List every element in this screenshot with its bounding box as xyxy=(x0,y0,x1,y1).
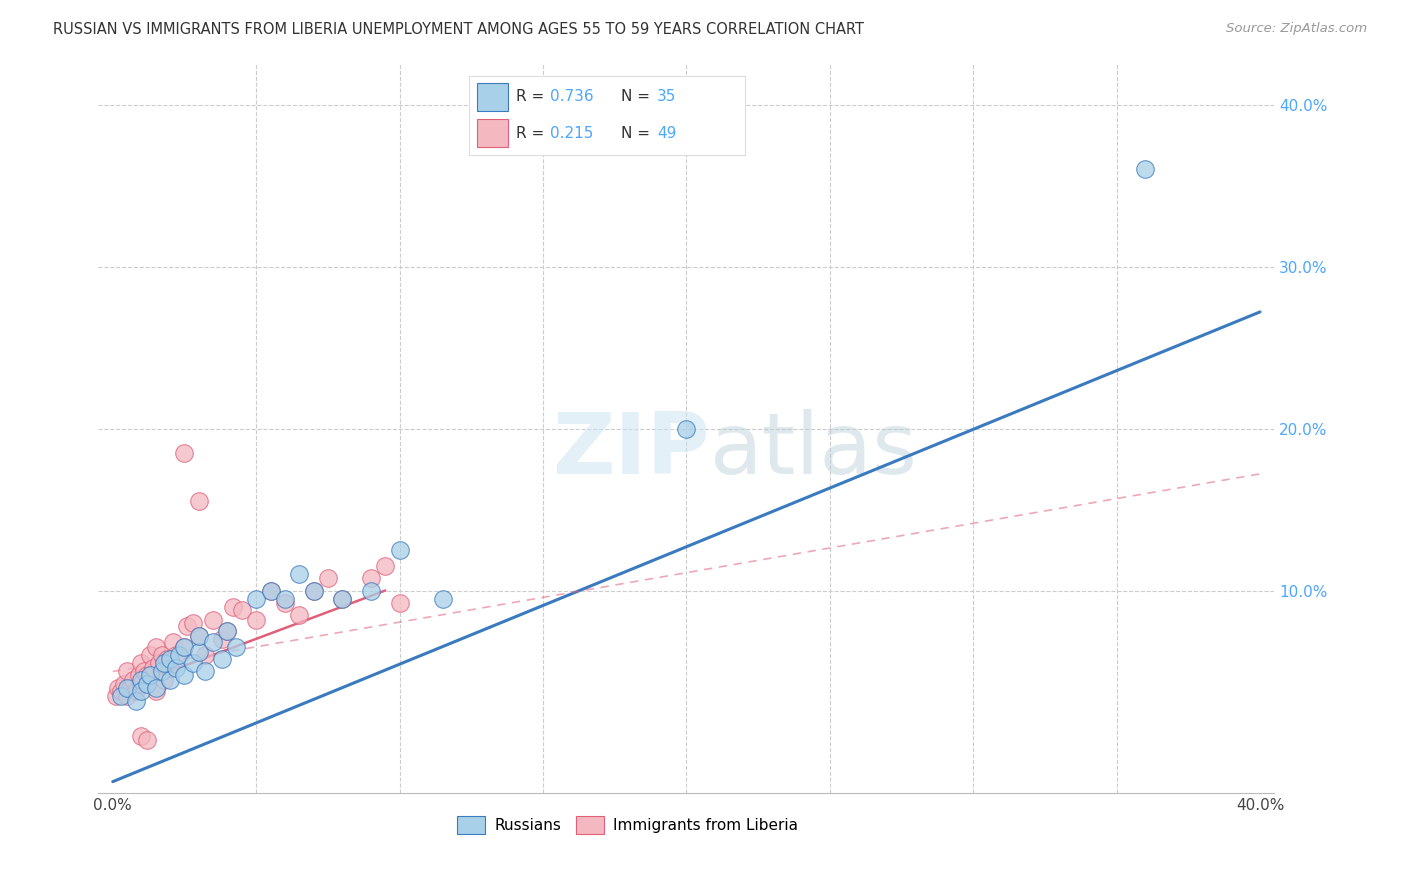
Point xyxy=(131,673,153,687)
Point xyxy=(193,665,215,679)
Point xyxy=(162,635,184,649)
Point xyxy=(142,661,165,675)
Text: atlas: atlas xyxy=(710,409,918,491)
Point xyxy=(148,657,170,671)
Point xyxy=(145,684,167,698)
Point xyxy=(131,684,153,698)
Point xyxy=(259,583,281,598)
Point xyxy=(330,591,353,606)
Point xyxy=(139,667,162,681)
Point xyxy=(173,640,195,655)
Point xyxy=(167,648,190,663)
Point xyxy=(1135,162,1157,177)
Point xyxy=(187,629,209,643)
Point xyxy=(181,657,204,671)
Point xyxy=(115,681,138,695)
Point xyxy=(134,665,156,679)
Point xyxy=(173,667,195,681)
Point xyxy=(121,673,143,687)
Point xyxy=(153,657,176,671)
Point xyxy=(302,583,325,598)
Point xyxy=(187,645,209,659)
Text: RUSSIAN VS IMMIGRANTS FROM LIBERIA UNEMPLOYMENT AMONG AGES 55 TO 59 YEARS CORREL: RUSSIAN VS IMMIGRANTS FROM LIBERIA UNEMP… xyxy=(53,22,865,37)
Point xyxy=(107,681,129,695)
Point xyxy=(231,603,253,617)
Point xyxy=(153,673,176,687)
Point xyxy=(131,677,153,691)
Point xyxy=(374,559,396,574)
Point xyxy=(118,681,141,695)
Point xyxy=(145,681,167,695)
Point xyxy=(112,677,135,691)
Point xyxy=(360,583,382,598)
Point xyxy=(202,613,225,627)
Point xyxy=(274,591,297,606)
Point xyxy=(288,567,311,582)
Point xyxy=(288,607,311,622)
Point xyxy=(150,648,173,663)
Point xyxy=(211,651,233,665)
Point xyxy=(125,693,148,707)
Point xyxy=(115,689,138,703)
Point xyxy=(156,651,179,665)
Point xyxy=(225,640,247,655)
Point xyxy=(159,661,181,675)
Point xyxy=(245,613,267,627)
Point xyxy=(139,648,162,663)
Point xyxy=(193,648,215,663)
Point xyxy=(187,494,209,508)
Point xyxy=(145,640,167,655)
Point xyxy=(330,591,353,606)
Point xyxy=(302,583,325,598)
Point xyxy=(217,624,239,638)
Point xyxy=(128,667,150,681)
Point xyxy=(110,689,132,703)
Legend: Russians, Immigrants from Liberia: Russians, Immigrants from Liberia xyxy=(451,810,804,840)
Text: ZIP: ZIP xyxy=(553,409,710,491)
Point xyxy=(104,689,127,703)
Point xyxy=(432,591,454,606)
Point xyxy=(245,591,267,606)
Point xyxy=(360,570,382,584)
Point xyxy=(110,684,132,698)
Point xyxy=(131,729,153,743)
Point xyxy=(150,665,173,679)
Point xyxy=(165,648,187,663)
Point xyxy=(187,629,209,643)
Point xyxy=(125,684,148,698)
Point xyxy=(316,570,339,584)
Point xyxy=(259,583,281,598)
Point xyxy=(388,597,411,611)
Point xyxy=(115,665,138,679)
Point xyxy=(211,632,233,646)
Point xyxy=(181,615,204,630)
Point xyxy=(217,624,239,638)
Point xyxy=(131,657,153,671)
Point xyxy=(165,661,187,675)
Point xyxy=(159,673,181,687)
Point xyxy=(173,446,195,460)
Point xyxy=(274,597,297,611)
Point xyxy=(388,543,411,558)
Point xyxy=(173,640,195,655)
Point xyxy=(159,651,181,665)
Point xyxy=(202,635,225,649)
Text: Source: ZipAtlas.com: Source: ZipAtlas.com xyxy=(1226,22,1367,36)
Point xyxy=(136,732,159,747)
Point xyxy=(176,619,198,633)
Point xyxy=(136,677,159,691)
Point xyxy=(222,599,245,614)
Point xyxy=(675,421,697,435)
Point xyxy=(136,667,159,681)
